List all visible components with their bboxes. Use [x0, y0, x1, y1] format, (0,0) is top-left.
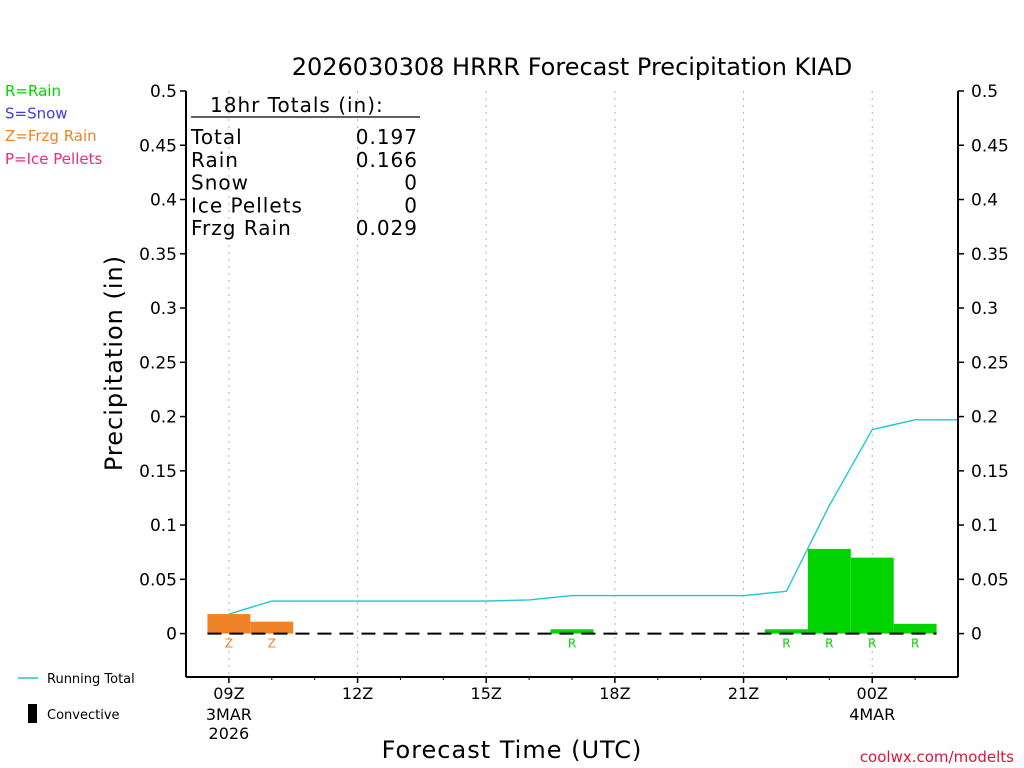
grid-lines	[228, 91, 873, 677]
x-tick-label: 18Z	[599, 684, 630, 703]
x-tick-label: 21Z	[728, 684, 759, 703]
y-tick-label-left: 0.1	[150, 516, 177, 536]
totals-header: 18hr Totals (in):	[210, 93, 384, 117]
precip-bar	[765, 629, 808, 634]
type-legend: R=Rain S=Snow Z=Frzg Rain P=Ice Pellets	[5, 82, 102, 168]
precip-type-label: R	[868, 637, 876, 651]
precip-type-label: Z	[268, 637, 276, 651]
precip-bar	[250, 621, 294, 634]
x-tick-label: 09Z	[213, 684, 244, 703]
x-tick-label: 12Z	[342, 684, 373, 703]
totals-label: Snow	[191, 171, 249, 195]
y-tick-label-right: 0.25	[971, 353, 1009, 373]
precip-bar	[893, 623, 937, 634]
x-tick-date: 4MAR	[849, 705, 895, 724]
y-tick-label-left: 0	[166, 625, 177, 645]
x-tick-label: 00Z	[857, 684, 888, 703]
y-tick-label-left: 0.05	[139, 570, 177, 590]
y-tick-label-right: 0.4	[971, 191, 998, 211]
running-total-label: Running Total	[47, 672, 135, 687]
precip-type-label: R	[911, 637, 919, 651]
credit-text: coolwx.com/modelts	[860, 748, 1014, 766]
legend-item: Z=Frzg Rain	[5, 127, 97, 145]
precip-type-label: Z	[225, 637, 233, 651]
totals-value: 0.197	[356, 125, 418, 149]
totals-label: Rain	[191, 148, 239, 172]
y-tick-label-left: 0.35	[139, 245, 177, 265]
y-axis-label: Precipitation (in)	[100, 255, 128, 471]
legend-item: S=Snow	[5, 105, 68, 123]
x-tick-date: 3MAR	[206, 705, 252, 724]
x-axis-label: Forecast Time (UTC)	[382, 736, 643, 764]
precip-bar	[550, 629, 594, 634]
totals-value: 0	[404, 193, 418, 217]
y-tick-label-left: 0.25	[139, 353, 177, 373]
x-tick-year: 2026	[209, 724, 250, 743]
precip-bar	[207, 614, 251, 634]
y-tick-label-right: 0	[971, 625, 982, 645]
totals-value: 0.029	[356, 216, 418, 240]
precip-type-label: R	[568, 637, 576, 651]
precip-type-label: R	[782, 637, 790, 651]
x-tick-label: 15Z	[471, 684, 502, 703]
convective-label: Convective	[47, 708, 120, 723]
y-tick-label-right: 0.1	[971, 516, 998, 536]
running-total-group	[228, 419, 958, 615]
y-tick-label-right: 0.15	[971, 462, 1009, 482]
precip-bar	[850, 557, 894, 634]
y-tick-label-right: 0.05	[971, 570, 1009, 590]
y-ticks: 0 00.05 0.050.1 0.10.15 0.150.2 0.20.25 0.250.…	[139, 82, 1009, 645]
totals-label: Frzg Rain	[191, 216, 292, 240]
y-tick-label-right: 0.2	[971, 408, 998, 428]
legend-item: P=Ice Pellets	[5, 150, 102, 168]
precip-bar	[807, 548, 851, 634]
totals-box: 18hr Totals (in): Total 0.197 Rain 0.166 Snow…	[190, 93, 420, 240]
running-total-line	[228, 419, 958, 615]
y-tick-label-left: 0.4	[150, 191, 177, 211]
bottom-legend: Running Total Convective	[18, 672, 135, 723]
legend-item: R=Rain	[5, 82, 61, 100]
y-tick-label-right: 0.35	[971, 245, 1009, 265]
totals-label: Total	[190, 125, 243, 149]
y-tick-label-left: 0.45	[139, 136, 177, 156]
totals-value: 0.166	[356, 148, 418, 172]
y-tick-label-right: 0.3	[971, 299, 998, 319]
totals-label: Ice Pellets	[191, 193, 303, 217]
precip-type-label: R	[825, 637, 833, 651]
y-tick-label-left: 0.5	[150, 82, 177, 102]
y-tick-label-right: 0.45	[971, 136, 1009, 156]
chart-title: 2026030308 HRRR Forecast Precipitation K…	[292, 53, 853, 81]
y-tick-label-right: 0.5	[971, 82, 998, 102]
y-tick-label-left: 0.3	[150, 299, 177, 319]
y-tick-label-left: 0.2	[150, 408, 177, 428]
convective-swatch	[28, 704, 37, 723]
y-tick-label-left: 0.15	[139, 462, 177, 482]
totals-value: 0	[404, 171, 418, 195]
